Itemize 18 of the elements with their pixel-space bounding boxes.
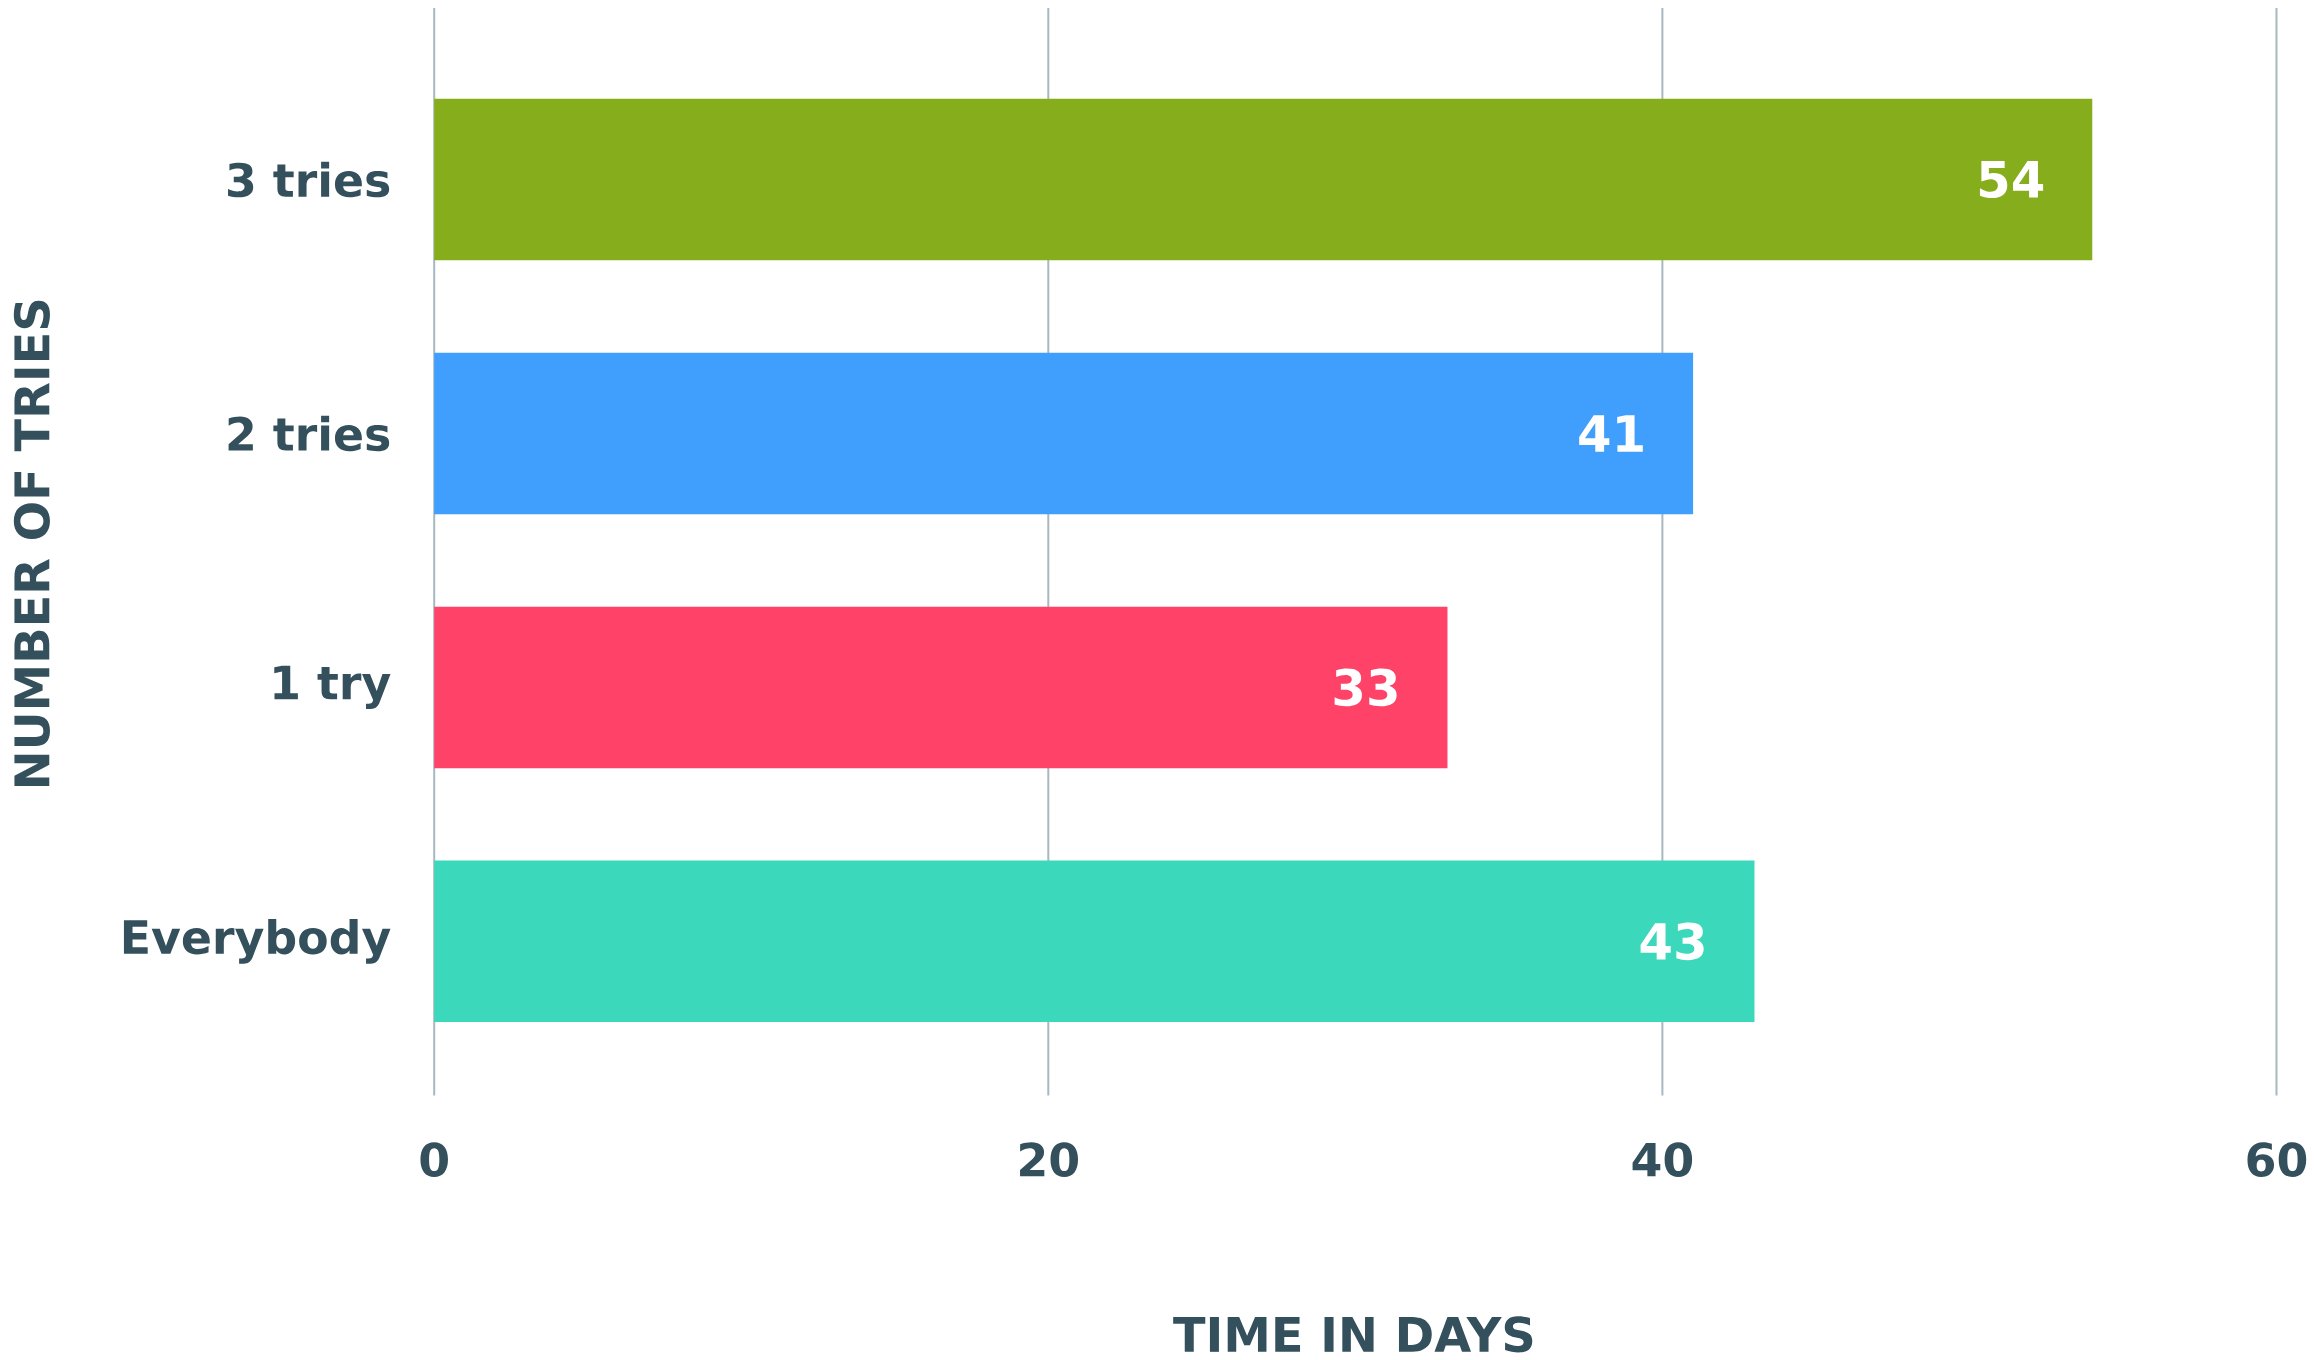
x-tick-label: 20: [1020, 1142, 1079, 1177]
data-label: 41: [1579, 415, 1643, 452]
y-tick-label: Everybody: [123, 918, 391, 964]
y-axis-title: NUMBER OF TRIES: [13, 300, 50, 786]
bar: [434, 860, 1755, 1022]
data-label: 54: [1979, 160, 2044, 198]
y-tick-label: 3 tries: [228, 161, 390, 198]
x-tick-label: 60: [2247, 1142, 2307, 1177]
x-tick-label: 0: [420, 1142, 448, 1177]
bar: [434, 352, 1694, 515]
data-label: 33: [1334, 668, 1397, 707]
y-tick-label: 1 try: [274, 665, 391, 709]
bar: [434, 606, 1448, 768]
bar: [434, 98, 2093, 261]
x-axis-title: TIME IN DAYS: [1173, 1316, 1533, 1353]
y-tick-label: 2 tries: [228, 415, 390, 452]
data-label: 43: [1640, 922, 1704, 960]
x-tick-label: 40: [1632, 1142, 1693, 1177]
